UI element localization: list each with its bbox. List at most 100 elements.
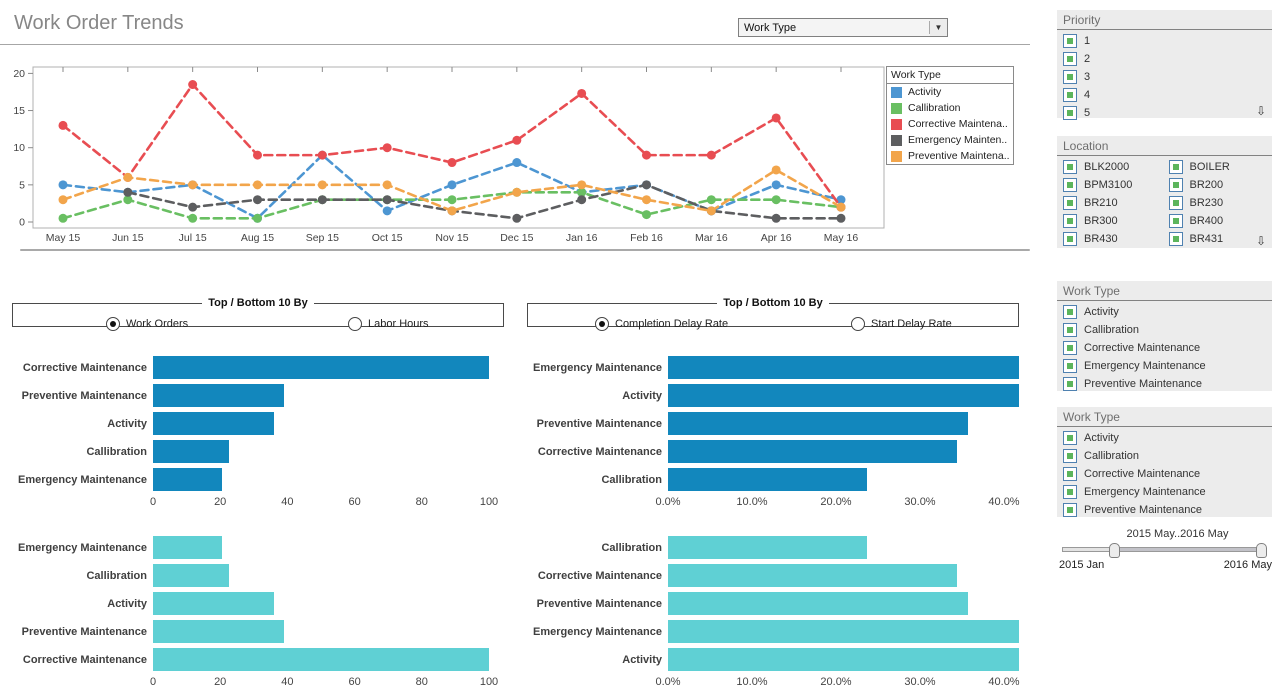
checkbox-checked-icon[interactable] (1063, 106, 1077, 120)
emergency-maintenance-point-Oct-15[interactable] (382, 195, 392, 205)
checkbox-checked-icon[interactable] (1063, 305, 1077, 319)
scroll-down-arrow-icon[interactable]: ⇩ (1255, 234, 1266, 248)
bar-activity[interactable] (153, 412, 274, 435)
checkbox-checked-icon[interactable] (1063, 449, 1077, 463)
filter-item-callibration[interactable]: Callibration (1061, 447, 1272, 465)
emergency-maintenance-point-Apr-16[interactable] (771, 213, 781, 223)
bar-activity[interactable] (668, 648, 1020, 671)
filter-item-bpm3100[interactable]: BPM3100 (1061, 176, 1167, 194)
filter-item-br431[interactable]: BR431 (1167, 230, 1273, 248)
checkbox-checked-icon[interactable] (1168, 214, 1183, 228)
bar-callibration[interactable] (668, 536, 868, 559)
checkbox-checked-icon[interactable] (1063, 431, 1077, 445)
bar-callibration[interactable] (668, 468, 868, 491)
filter-item-1[interactable]: 1 (1061, 32, 1272, 50)
corrective-maintenance-point-Feb-16[interactable] (641, 150, 651, 160)
radio-unselected-icon[interactable] (348, 317, 362, 331)
filter-item-br210[interactable]: BR210 (1061, 194, 1167, 212)
corrective-maintenance-point-Apr-16[interactable] (771, 113, 781, 123)
emergency-maintenance-point-Dec-15[interactable] (512, 213, 522, 223)
preventive-maintenance-point-Oct-15[interactable] (382, 180, 392, 190)
radio-unselected-icon[interactable] (851, 317, 865, 331)
bar-callibration[interactable] (153, 564, 229, 587)
bar-preventive-maintenance[interactable] (668, 412, 968, 435)
filter-item-callibration[interactable]: Callibration (1061, 321, 1272, 339)
filter-item-preventive-maintenance[interactable]: Preventive Maintenance (1061, 375, 1272, 393)
checkbox-checked-icon[interactable] (1063, 503, 1077, 517)
bar-emergency-maintenance[interactable] (153, 536, 222, 559)
corrective-maintenance-point-Nov-15[interactable] (447, 158, 457, 168)
preventive-maintenance-point-May-15[interactable] (58, 195, 68, 205)
filter-item-br200[interactable]: BR200 (1167, 176, 1273, 194)
callibration-point-Mar-16[interactable] (706, 195, 716, 205)
bar-preventive-maintenance[interactable] (153, 384, 285, 407)
preventive-maintenance-point-Nov-15[interactable] (447, 206, 457, 216)
legend-item-corrective-maintenance[interactable]: Corrective Maintena.. (887, 116, 1013, 132)
callibration-point-Feb-16[interactable] (641, 210, 651, 220)
preventive-maintenance-point-May-16[interactable] (836, 202, 846, 212)
corrective-maintenance-point-Sep-15[interactable] (317, 150, 327, 160)
filter-item-br430[interactable]: BR430 (1061, 230, 1167, 248)
corrective-maintenance-point-Mar-16[interactable] (706, 150, 716, 160)
filter-item-activity[interactable]: Activity (1061, 429, 1272, 447)
activity-point-Nov-15[interactable] (447, 180, 457, 190)
scroll-down-arrow-icon[interactable]: ⇩ (1255, 104, 1266, 118)
bar-activity[interactable] (153, 592, 274, 615)
emergency-maintenance-point-Jun-15[interactable] (123, 187, 133, 197)
checkbox-checked-icon[interactable] (1063, 359, 1077, 373)
checkbox-checked-icon[interactable] (1063, 485, 1077, 499)
filter-item-corrective-maintenance[interactable]: Corrective Maintenance (1061, 465, 1272, 483)
filter-item-preventive-maintenance[interactable]: Preventive Maintenance (1061, 501, 1272, 519)
corrective-maintenance-point-Jan-16[interactable] (577, 88, 587, 98)
checkbox-checked-icon[interactable] (1063, 70, 1077, 84)
bar-preventive-maintenance[interactable] (153, 620, 285, 643)
work-type-dropdown[interactable]: Work Type ▼ (738, 18, 948, 37)
radio-labor-hours[interactable]: Labor Hours (348, 317, 429, 331)
filter-item-emergency-maintenance[interactable]: Emergency Maintenance (1061, 483, 1272, 501)
chart-scrollbar[interactable] (20, 249, 1030, 251)
bar-emergency-maintenance[interactable] (668, 356, 1020, 379)
preventive-maintenance-point-Jan-16[interactable] (577, 180, 587, 190)
bar-activity[interactable] (668, 384, 1020, 407)
checkbox-checked-icon[interactable] (1063, 323, 1077, 337)
bar-emergency-maintenance[interactable] (153, 468, 222, 491)
preventive-maintenance-point-Apr-16[interactable] (771, 165, 781, 175)
activity-point-May-16[interactable] (836, 195, 846, 205)
callibration-point-Jul-15[interactable] (188, 213, 198, 223)
filter-item-boiler[interactable]: BOILER (1167, 158, 1273, 176)
preventive-maintenance-point-Feb-16[interactable] (641, 195, 651, 205)
legend-item-preventive-maintenance[interactable]: Preventive Maintena.. (887, 148, 1013, 164)
checkbox-checked-icon[interactable] (1168, 232, 1183, 246)
preventive-maintenance-point-Sep-15[interactable] (317, 180, 327, 190)
filter-item-corrective-maintenance[interactable]: Corrective Maintenance (1061, 339, 1272, 357)
filter-item-br300[interactable]: BR300 (1061, 212, 1167, 230)
corrective-maintenance-point-Aug-15[interactable] (252, 150, 262, 160)
filter-item-activity[interactable]: Activity (1061, 303, 1272, 321)
checkbox-checked-icon[interactable] (1063, 377, 1077, 391)
filter-item-blk2000[interactable]: BLK2000 (1061, 158, 1167, 176)
slider-handle-right[interactable] (1256, 543, 1267, 558)
checkbox-checked-icon[interactable] (1063, 341, 1077, 355)
emergency-maintenance-point-Jul-15[interactable] (188, 202, 198, 212)
corrective-maintenance-point-Dec-15[interactable] (512, 135, 522, 145)
filter-item-4[interactable]: 4 (1061, 86, 1272, 104)
checkbox-checked-icon[interactable] (1168, 196, 1183, 210)
bar-callibration[interactable] (153, 440, 229, 463)
legend-item-activity[interactable]: Activity (887, 84, 1013, 100)
slider-track[interactable] (1062, 543, 1267, 558)
checkbox-checked-icon[interactable] (1063, 232, 1077, 246)
callibration-point-May-15[interactable] (58, 213, 68, 223)
checkbox-checked-icon[interactable] (1063, 196, 1077, 210)
radio-completion-delay-rate[interactable]: Completion Delay Rate (595, 317, 728, 331)
slider-handle-left[interactable] (1109, 543, 1120, 558)
corrective-maintenance-point-May-15[interactable] (58, 120, 68, 130)
radio-start-delay-rate[interactable]: Start Delay Rate (851, 317, 952, 331)
checkbox-checked-icon[interactable] (1063, 160, 1077, 174)
preventive-maintenance-point-Jun-15[interactable] (123, 172, 133, 182)
bar-corrective-maintenance[interactable] (668, 440, 957, 463)
bar-corrective-maintenance[interactable] (668, 564, 957, 587)
slider-selected-range[interactable] (1113, 548, 1265, 551)
emergency-maintenance-point-Aug-15[interactable] (252, 195, 262, 205)
filter-item-emergency-maintenance[interactable]: Emergency Maintenance (1061, 357, 1272, 375)
filter-item-5[interactable]: 5 (1061, 104, 1272, 122)
